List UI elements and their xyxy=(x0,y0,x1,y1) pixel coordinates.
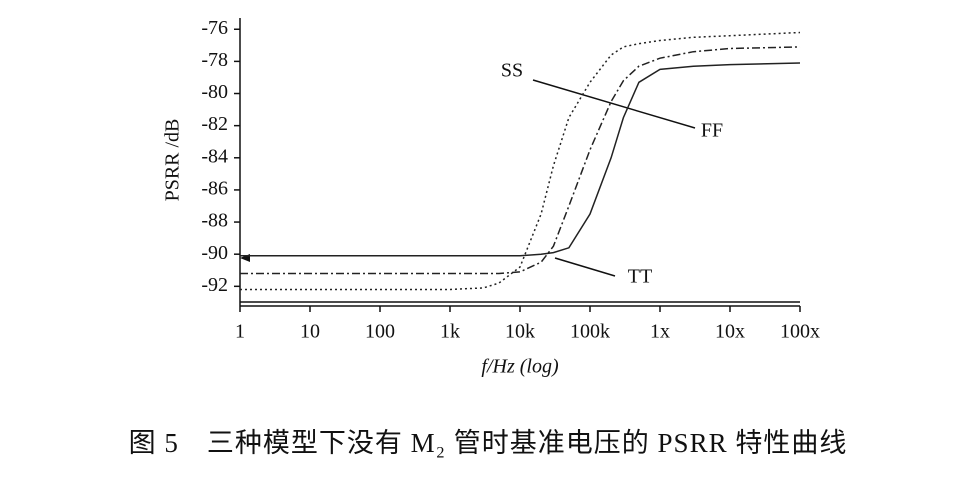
y-tick-label: -78 xyxy=(201,49,228,71)
x-tick-label: 10k xyxy=(505,321,535,343)
series-line xyxy=(240,46,801,275)
series-line xyxy=(240,62,801,257)
leader-ss-ff xyxy=(532,79,696,129)
y-tick-label: -76 xyxy=(201,17,228,39)
series-label: TT xyxy=(628,266,652,288)
y-tick-label: -86 xyxy=(201,178,228,200)
y-tick-label: -80 xyxy=(201,81,228,103)
caption: 图 5 三种模型下没有 M₂ 管时基准电压的 PSRR 特性曲线 xyxy=(129,428,848,458)
series-label: SS xyxy=(501,60,523,82)
y-tick-label: -90 xyxy=(201,242,228,264)
x-tick-label: 1 xyxy=(235,321,245,343)
leader-tt xyxy=(554,257,616,277)
x-tick-label: 10x xyxy=(715,321,745,343)
x-axis-label: f/Hz (log) xyxy=(481,356,559,378)
x-tick-label: 1k xyxy=(440,321,460,343)
x-tick-label: 1x xyxy=(650,321,670,343)
series-line xyxy=(240,31,801,291)
y-tick-label: -92 xyxy=(201,274,228,296)
y-tick-label: -84 xyxy=(201,145,228,167)
series-label: FF xyxy=(701,120,723,142)
y-tick-label: -88 xyxy=(201,210,228,232)
x-tick-label: 100x xyxy=(780,321,820,343)
y-axis-label: PSRR /dB xyxy=(162,119,184,202)
x-tick-label: 100 xyxy=(365,321,395,343)
x-tick-label: 10 xyxy=(300,321,320,343)
y-tick-label: -82 xyxy=(201,113,228,135)
x-tick-label: 100k xyxy=(570,321,610,343)
